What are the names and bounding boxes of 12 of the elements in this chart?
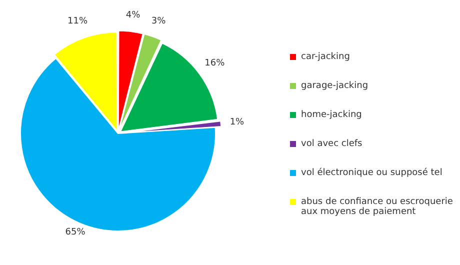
- data-label: 1%: [230, 118, 245, 128]
- legend-label: car-jacking: [301, 52, 350, 62]
- legend-label: vol électronique ou supposé tel: [301, 168, 442, 178]
- data-label: 65%: [65, 228, 86, 238]
- data-label: 4%: [126, 10, 141, 20]
- legend-label: home-jacking: [301, 110, 362, 120]
- legend-label: vol avec clefs: [301, 139, 362, 149]
- legend-label: garage-jacking: [301, 81, 368, 91]
- data-label: 16%: [204, 58, 226, 69]
- data-label: 11%: [68, 16, 88, 26]
- data-label: 3%: [151, 16, 166, 26]
- legend-label: abus de confiance ou escroquerie aux moyens de paiement: [301, 197, 454, 217]
